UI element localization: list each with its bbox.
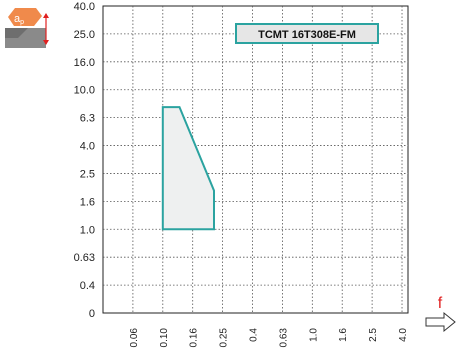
right-arrow-shape	[425, 311, 456, 333]
x-tick-label: 0.16	[189, 328, 200, 348]
x-tick-label: 1.6	[338, 328, 349, 342]
x-tick-label: 0.25	[219, 328, 230, 348]
y-tick-label: 2.5	[80, 168, 95, 180]
depth-arrow-top	[43, 13, 49, 18]
y-tick-label: 25.0	[74, 29, 95, 41]
depth-arrow-bottom	[43, 40, 49, 45]
x-tick-label: 1.0	[308, 328, 319, 342]
y-tick-label: 16.0	[74, 57, 95, 69]
grid	[102, 5, 409, 314]
insert-shape	[8, 8, 42, 26]
x-tick-label: 0.06	[129, 328, 140, 348]
x-tick-label: 2.5	[368, 328, 379, 342]
depth-label-a: a	[14, 13, 21, 25]
depth-label: ap	[14, 13, 24, 26]
y-tick-label: 1.6	[80, 196, 95, 208]
application-region	[161, 106, 215, 231]
x-tick-labels: 0.06 0.10 0.16 0.25 0.4 0.63 1.0 1.6 2.5 4.0	[129, 328, 409, 348]
depth-of-cut-icon: ap	[5, 8, 49, 48]
y-tick-label: 0.4	[80, 280, 95, 292]
x-tick-label: 0.63	[278, 328, 289, 348]
x-tick-label: 0.4	[249, 328, 260, 342]
title-box-frame	[235, 23, 379, 44]
chart-title: TCMT 16T308E-FM	[258, 29, 356, 41]
y-tick-label: 0	[89, 308, 95, 320]
y-tick-labels: 0 0.4 0.63 1.0 1.6 2.5 4.0 6.3 10.0 16.0 25.0 40.0	[74, 1, 95, 320]
y-tick-label: 0.63	[74, 252, 95, 264]
workpiece-cut	[5, 28, 28, 38]
y-tick-label: 10.0	[74, 85, 95, 97]
depth-label-p: p	[20, 19, 24, 26]
x-axis-label: f	[438, 295, 443, 312]
title-box: TCMT 16T308E-FM	[235, 23, 379, 44]
plot-frame	[102, 5, 409, 314]
y-tick-label: 40.0	[74, 1, 95, 13]
y-tick-label: 4.0	[80, 141, 95, 153]
y-tick-label: 6.3	[80, 113, 95, 125]
x-tick-label: 4.0	[398, 328, 409, 342]
plot-area	[161, 106, 215, 231]
x-tick-label: 0.10	[159, 328, 170, 348]
right-arrow-icon	[425, 311, 456, 333]
y-tick-label: 1.0	[80, 224, 95, 236]
